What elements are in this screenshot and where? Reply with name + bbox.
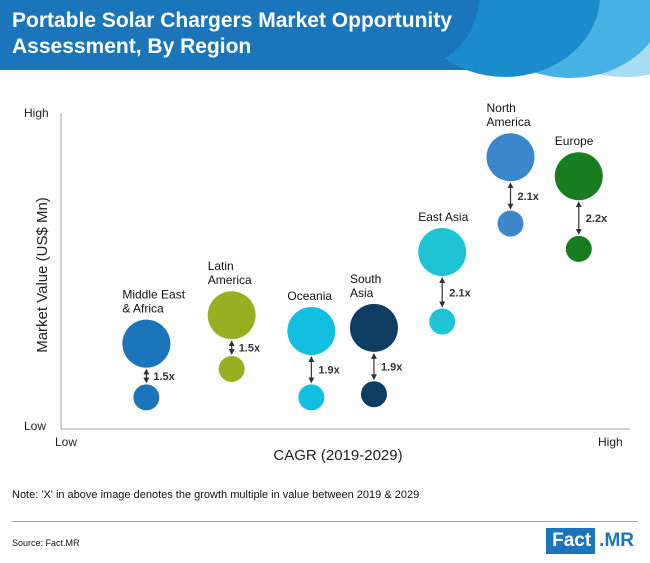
bubble-2029-europe (554, 152, 603, 201)
bubble-group-middle-east-africa: 1.5x Middle East & Africa (122, 288, 186, 411)
bubble-2029-north-america (486, 133, 535, 182)
x-axis-label: CAGR (2019-2029) (273, 447, 402, 464)
region-label-line: Middle East (122, 288, 185, 302)
x-tick-high: High (598, 435, 623, 449)
region-label-line: & Africa (122, 302, 164, 316)
region-label-europe: Europe (555, 134, 594, 148)
y-tick-high: High (24, 106, 49, 120)
logo-fact: Fact (546, 528, 596, 554)
bubble-2029-oceania (287, 307, 336, 356)
growth-multiple-south-asia: 1.9x (381, 362, 403, 374)
growth-multiple-middle-east-africa: 1.5x (153, 371, 175, 383)
bubble-group-north-america: 2.1x North America (486, 101, 540, 237)
region-label-line: Asia (350, 286, 374, 300)
bubble-2019-middle-east-africa (133, 384, 160, 411)
bubble-group-south-asia: 1.9x South Asia (349, 272, 403, 408)
region-label-line: South (350, 272, 381, 286)
growth-multiple-europe: 2.2x (586, 213, 608, 225)
page-title: Portable Solar Chargers Market Opportuni… (12, 9, 452, 58)
bubble-2019-north-america (497, 210, 524, 237)
bubble-group-latin-america: 1.5x Latin America (207, 259, 261, 382)
bubble-group-europe: 2.2x Europe (554, 134, 608, 262)
growth-multiple-latin-america: 1.5x (239, 343, 261, 355)
bubble-group-oceania: 1.9x Oceania (287, 289, 341, 411)
chart-note: Note: 'X' in above image denotes the gro… (12, 489, 420, 501)
region-label-line: America (208, 273, 252, 287)
footer-divider (12, 521, 638, 522)
region-label-line: Europe (555, 134, 594, 148)
header-wave-base (360, 0, 480, 65)
bubble-2019-europe (565, 235, 592, 262)
bubble-2029-south-asia (349, 303, 398, 352)
bubble-2029-latin-america (207, 291, 256, 340)
y-axis-label: Market Value (US$ Mn) (34, 197, 51, 353)
header-banner: Portable Solar Chargers Market Opportuni… (0, 0, 650, 78)
logo-mr: .MR (595, 528, 638, 554)
bubble-2029-middle-east-africa (122, 319, 171, 368)
source-text: Source: Fact.MR (12, 538, 80, 548)
growth-multiple-north-america: 2.1x (518, 191, 540, 203)
y-tick-low: Low (24, 419, 46, 433)
region-label-line: Oceania (287, 289, 332, 303)
growth-multiple-oceania: 1.9x (318, 365, 340, 377)
header-background (0, 0, 650, 78)
bubble-chart: High Low Low High CAGR (2019-2029) Marke… (24, 101, 630, 464)
region-label-line: North (487, 101, 516, 115)
region-label-line: Latin (208, 259, 234, 273)
region-label-latin-america: Latin America (208, 259, 252, 287)
bubble-2019-oceania (298, 384, 325, 411)
region-label-line: America (487, 115, 531, 129)
region-label-north-america: North America (487, 101, 531, 129)
region-label-east-asia: East Asia (418, 210, 468, 224)
region-label-middle-east-africa: Middle East & Africa (122, 288, 185, 316)
region-label-line: East Asia (418, 210, 468, 224)
bubble-2029-east-asia (418, 228, 467, 277)
factmr-logo: Fact .MR (546, 528, 638, 554)
region-label-oceania: Oceania (287, 289, 332, 303)
bubble-2019-south-asia (360, 381, 387, 408)
x-tick-low: Low (55, 435, 77, 449)
region-label-south-asia: South Asia (350, 272, 381, 300)
bubble-group-east-asia: 2.1x East Asia (418, 210, 472, 335)
bubble-2019-latin-america (218, 355, 245, 382)
growth-multiple-east-asia: 2.1x (449, 287, 471, 299)
bubble-2019-east-asia (429, 308, 456, 335)
